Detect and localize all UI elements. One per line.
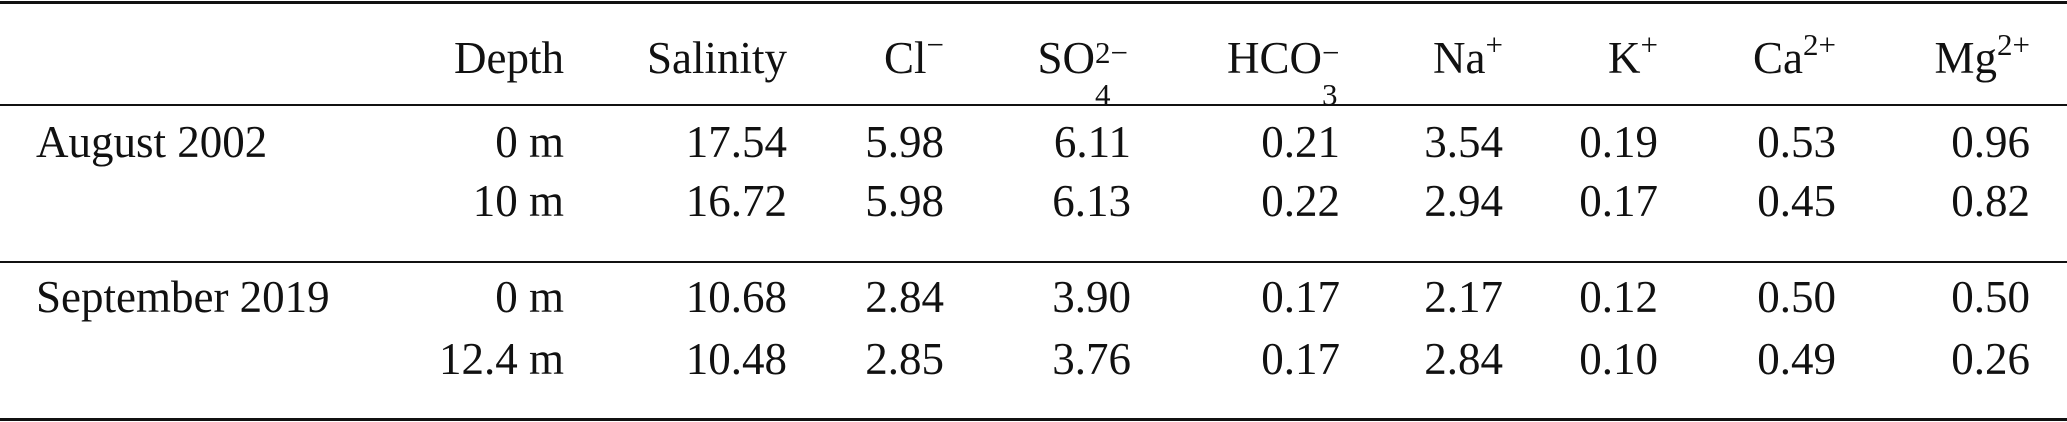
table-cell: 10.48 [685, 334, 787, 384]
table-cell: 5.98 [865, 117, 944, 167]
table-cell: 2.85 [865, 334, 944, 384]
table-cell: 0.22 [1261, 176, 1340, 226]
table-cell: 10.68 [685, 272, 787, 322]
header-base: SO [1037, 33, 1095, 83]
header-base: Cl [883, 33, 927, 83]
table-cell: 0.49 [1757, 334, 1836, 384]
column-header: Depth [454, 36, 564, 81]
table-cell: 2.94 [1424, 176, 1503, 226]
column-header: Na+ [1433, 29, 1503, 83]
table-cell: 2.84 [1424, 334, 1503, 384]
table-cell: 0.50 [1757, 272, 1836, 322]
table-cell: 0.10 [1579, 334, 1658, 384]
table-cell: 0.17 [1579, 176, 1658, 226]
table-cell: 0.12 [1579, 272, 1658, 322]
table-cell: 0.17 [1261, 334, 1340, 384]
header-sup: + [1640, 27, 1658, 62]
table-cell: 0.50 [1951, 272, 2030, 322]
table-cell: 6.13 [1052, 176, 1131, 226]
header-sub: 3 [1322, 77, 1338, 112]
header-sup: − [1322, 35, 1340, 70]
bottom-rule [0, 418, 2067, 421]
header-sup: + [1485, 27, 1503, 62]
table-cell: 0.53 [1757, 117, 1836, 167]
header-rule [0, 104, 2067, 106]
column-header: Ca2+ [1753, 29, 1836, 83]
header-base: HCO [1226, 33, 1322, 83]
table-cell: 16.72 [685, 176, 787, 226]
table-cell: 0.17 [1261, 272, 1340, 322]
table-cell: 3.54 [1424, 117, 1503, 167]
table-cell: 10 m [472, 176, 564, 226]
table-cell: 12.4 m [438, 334, 564, 384]
header-base: K [1608, 33, 1641, 83]
header-base: Ca [1753, 33, 1804, 83]
header-sup: − [926, 27, 944, 62]
table-cell: 0.45 [1757, 176, 1836, 226]
column-header: Mg2+ [1934, 29, 2031, 83]
group-label: September 2019 [36, 272, 330, 322]
header-base: Salinity [646, 33, 787, 83]
table-cell: 6.11 [1053, 117, 1131, 167]
header-base: Depth [454, 33, 564, 83]
table-cell: 0.82 [1951, 176, 2030, 226]
header-base: Na [1433, 33, 1486, 83]
table-cell: 2.17 [1424, 272, 1503, 322]
header-base: Mg [1934, 33, 1998, 83]
table-cell: 17.54 [685, 117, 787, 167]
table-cell: 0 m [495, 272, 564, 322]
table-cell: 0.96 [1951, 117, 2030, 167]
table-cell: 2.84 [865, 272, 944, 322]
table-cell: 0.19 [1579, 117, 1658, 167]
group-rule [0, 261, 2067, 263]
column-header: HCO − 3 [1226, 33, 1340, 111]
header-sup: 2+ [1803, 27, 1836, 62]
top-rule [0, 1, 2067, 4]
column-header: K+ [1608, 29, 1658, 83]
table-cell: 0.26 [1951, 334, 2030, 384]
table-cell: 0.21 [1261, 117, 1340, 167]
table-cell: 5.98 [865, 176, 944, 226]
table-cell: 3.76 [1052, 334, 1131, 384]
table-cell: 3.90 [1052, 272, 1131, 322]
header-sub: 4 [1095, 77, 1111, 112]
column-header: Salinity [647, 36, 787, 81]
column-header: Cl− [883, 29, 944, 83]
group-label: August 2002 [36, 117, 268, 167]
header-sup: 2+ [1997, 27, 2030, 62]
header-sup: 2− [1095, 35, 1128, 70]
table-cell: 0 m [495, 117, 564, 167]
column-header: SO 2− 4 [1037, 33, 1131, 111]
